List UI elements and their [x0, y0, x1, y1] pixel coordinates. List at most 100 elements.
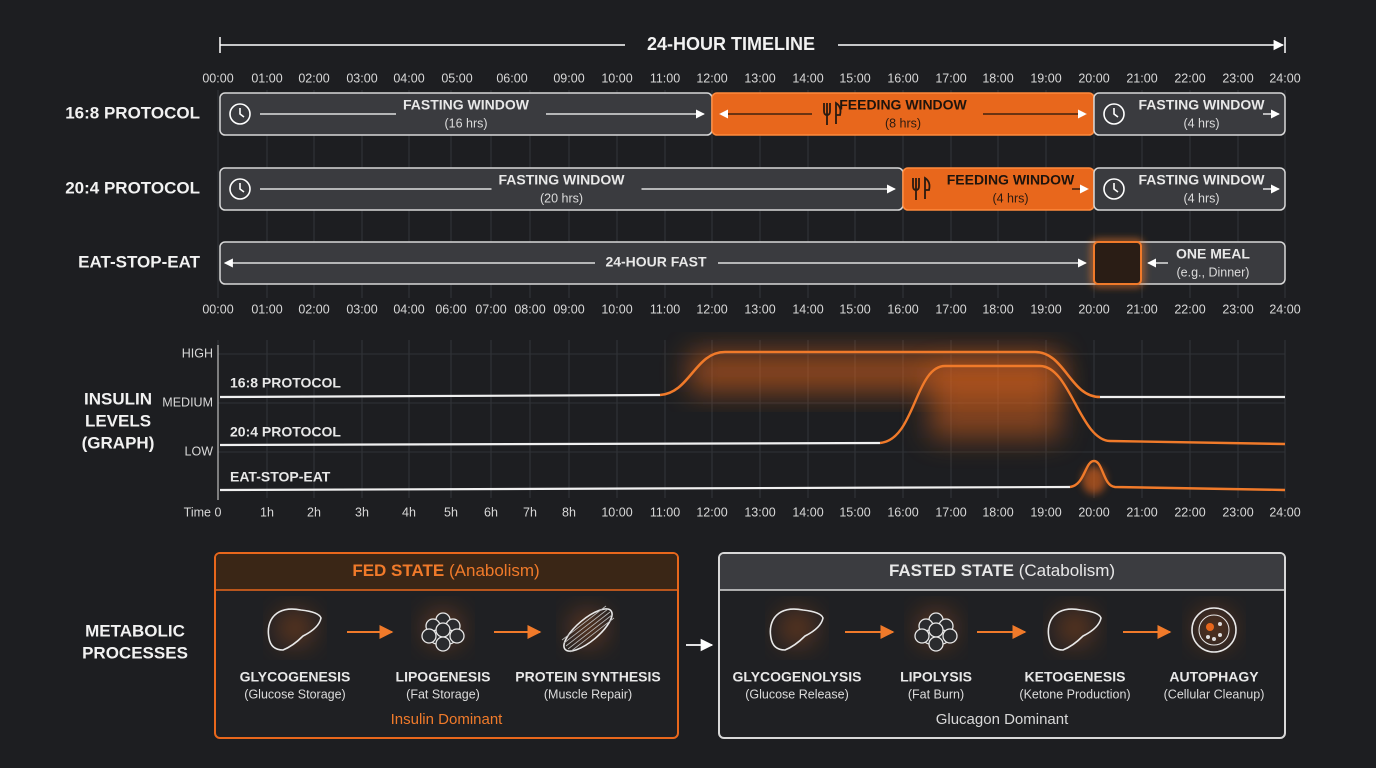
- autophagy-icon: [1191, 607, 1237, 653]
- time-label: 6h: [484, 505, 498, 519]
- hour-label: 13:00: [744, 71, 775, 85]
- graph-label: (GRAPH): [82, 433, 155, 452]
- time-label: 12:00: [696, 505, 727, 519]
- autophagy-icon: [1218, 633, 1222, 637]
- step-detail: (Fat Burn): [908, 687, 964, 701]
- autophagy-icon: [1206, 623, 1214, 631]
- hour-label: 10:00: [601, 71, 632, 85]
- hour-label: 08:00: [514, 302, 545, 316]
- insulin-curve: [219, 393, 661, 399]
- state-title: FASTED STATE (Catabolism): [889, 561, 1115, 580]
- fat-cell-icon: [928, 622, 944, 638]
- hour-label: 04:00: [393, 71, 424, 85]
- hour-label: 06:00: [496, 71, 527, 85]
- state-title-name: FED STATE: [352, 561, 444, 580]
- segment-title: FASTING WINDOW: [1139, 172, 1266, 188]
- step-detail: (Cellular Cleanup): [1164, 687, 1265, 701]
- segment-title: FASTING WINDOW: [403, 97, 530, 113]
- hour-label: 21:00: [1126, 302, 1157, 316]
- curve-label: 20:4 PROTOCOL: [230, 424, 341, 440]
- fat-cell-icon: [435, 622, 451, 638]
- fat-cell-icon: [435, 636, 451, 652]
- hour-label: 00:00: [202, 302, 233, 316]
- time-label: 23:00: [1222, 505, 1253, 519]
- curve-label: 16:8 PROTOCOL: [230, 375, 341, 391]
- fat-cell-icon: [421, 628, 437, 644]
- protocol-label: EAT-STOP-EAT: [78, 252, 200, 271]
- clock-icon: [1113, 108, 1119, 118]
- liver-icon: [267, 608, 322, 651]
- hour-label: 00:00: [202, 71, 233, 85]
- hour-label: 02:00: [298, 71, 329, 85]
- time-label: 2h: [307, 505, 321, 519]
- time-label: 18:00: [982, 505, 1013, 519]
- meal-slot: [1093, 241, 1142, 285]
- hour-label: 17:00: [935, 71, 966, 85]
- curve-glow: [1082, 466, 1106, 494]
- muscle-fiber: [561, 605, 607, 641]
- hour-label: 18:00: [982, 71, 1013, 85]
- time-label: 7h: [523, 505, 537, 519]
- insulin-curve: [659, 350, 1101, 399]
- graph-label: INSULIN: [84, 389, 152, 408]
- hour-label: 11:00: [650, 302, 680, 316]
- insulin-curve: [219, 485, 1071, 492]
- hour-label: 21:00: [1126, 71, 1157, 85]
- muscle-fiber: [565, 611, 611, 647]
- clock-icon: [1113, 183, 1119, 193]
- clock-icon: [229, 178, 251, 200]
- liver-icon: [1047, 608, 1102, 651]
- segment-title: FASTING WINDOW: [1139, 97, 1266, 113]
- icon-glow: [781, 612, 813, 644]
- time-label: 21:00: [1126, 505, 1157, 519]
- hour-label: 12:00: [696, 302, 727, 316]
- time-label: 15:00: [839, 505, 870, 519]
- hour-label: 05:00: [441, 71, 472, 85]
- hour-label: 03:00: [346, 71, 377, 85]
- step-detail: (Fat Storage): [406, 687, 480, 701]
- clock-icon: [239, 108, 245, 118]
- hour-label: 04:00: [393, 302, 424, 316]
- step-name: AUTOPHAGY: [1169, 669, 1259, 685]
- hour-label: 20:00: [1078, 71, 1109, 85]
- segment-title: FASTING WINDOW: [499, 172, 626, 188]
- fat-cell-icon: [928, 636, 944, 652]
- hour-label: 24:00: [1269, 302, 1300, 316]
- metabolic-label: METABOLIC: [85, 621, 185, 640]
- time-label: 8h: [562, 505, 576, 519]
- hour-label: 22:00: [1174, 71, 1205, 85]
- hour-label: 12:00: [696, 71, 727, 85]
- time-label: 10:00: [601, 505, 632, 519]
- autophagy-icon: [1218, 622, 1222, 626]
- segment-title: 24-HOUR FAST: [605, 254, 707, 270]
- insulin-curve: [219, 441, 881, 447]
- hour-label: 11:00: [650, 71, 680, 85]
- autophagy-icon: [1212, 637, 1216, 641]
- time-label: 5h: [444, 505, 458, 519]
- time-label: 0: [215, 505, 222, 519]
- time-label: 14:00: [792, 505, 823, 519]
- hour-label: 20:00: [1078, 302, 1109, 316]
- hour-label: 10:00: [601, 302, 632, 316]
- y-level-label: LOW: [185, 444, 214, 458]
- time-label: 16:00: [887, 505, 918, 519]
- hour-label: 19:00: [1030, 302, 1061, 316]
- hour-label: 14:00: [792, 302, 823, 316]
- muscle-fiber: [563, 608, 609, 644]
- clock-icon: [239, 183, 245, 193]
- liver-icon: [769, 608, 824, 651]
- hour-label: 01:00: [251, 302, 282, 316]
- state-title-name: FASTED STATE: [889, 561, 1014, 580]
- muscle-icon: [563, 608, 613, 652]
- clock-icon: [229, 103, 251, 125]
- step-name: LIPOLYSIS: [900, 669, 972, 685]
- fat-cell-icon: [942, 628, 958, 644]
- step-name: GLYCOGENOLYSIS: [733, 669, 862, 685]
- muscle-fiber: [569, 617, 615, 653]
- timeline-title: 24-HOUR TIMELINE: [647, 34, 815, 54]
- time-label: 3h: [355, 505, 369, 519]
- state-box: [718, 552, 1286, 739]
- clock-icon: [1103, 103, 1125, 125]
- step-detail: (Glucose Storage): [244, 687, 345, 701]
